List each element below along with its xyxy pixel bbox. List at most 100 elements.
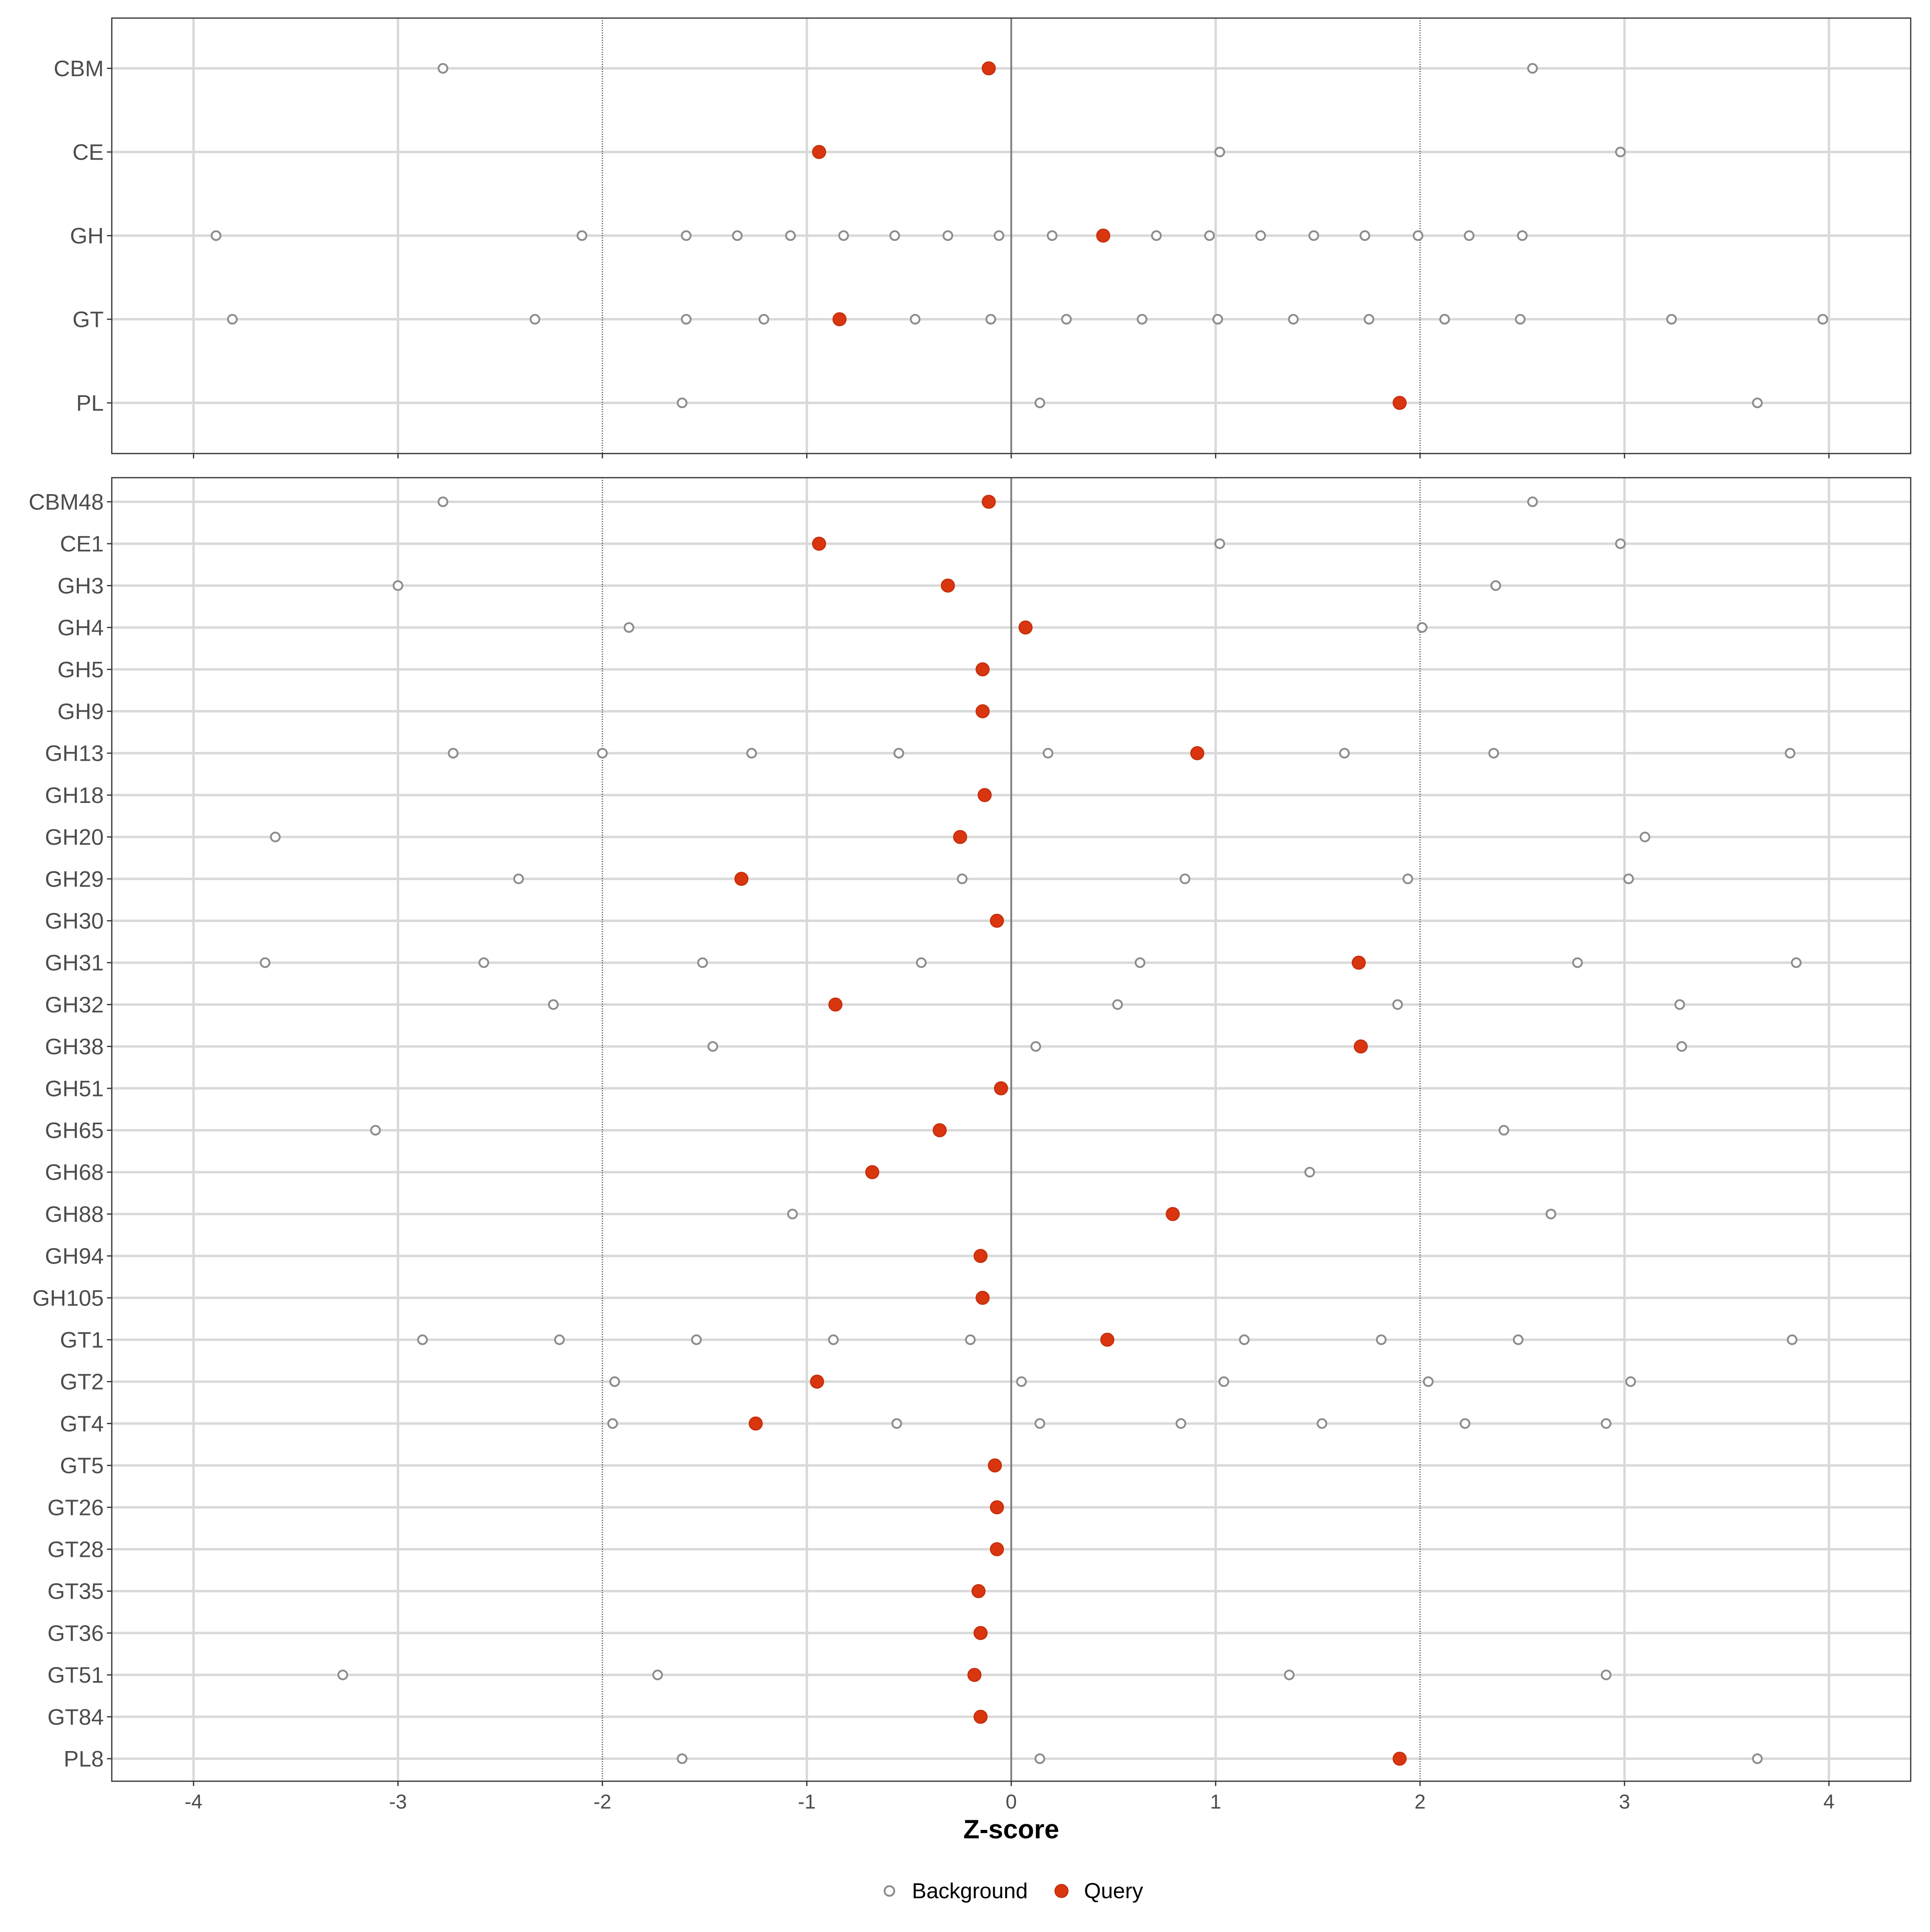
ytick-label-GT26: GT26 bbox=[47, 1495, 104, 1520]
background-point-CBM-0 bbox=[437, 63, 448, 74]
query-point-GH3 bbox=[940, 578, 955, 593]
query-point-CBM bbox=[981, 61, 996, 76]
background-point-GH31-5 bbox=[1572, 957, 1583, 968]
ytick-label-GT36: GT36 bbox=[47, 1620, 104, 1646]
xtick-label--2: -2 bbox=[593, 1790, 611, 1813]
background-point-GT51-0 bbox=[337, 1669, 348, 1680]
ytick-label-GH: GH bbox=[70, 223, 104, 248]
query-point-GH31 bbox=[1351, 955, 1366, 970]
query-point-CE bbox=[812, 145, 826, 159]
query-point-GH38 bbox=[1353, 1039, 1368, 1054]
background-point-GH-14 bbox=[1359, 230, 1370, 241]
background-point-GT1-8 bbox=[1786, 1334, 1798, 1345]
xtick-label-0: 0 bbox=[1006, 1790, 1017, 1813]
ytick-label-GT1: GT1 bbox=[60, 1327, 104, 1353]
background-point-GH4-1 bbox=[1417, 622, 1428, 633]
query-point-GH13 bbox=[1190, 746, 1205, 760]
xtick-label-2: 2 bbox=[1415, 1790, 1426, 1813]
query-point-GH bbox=[1096, 228, 1111, 243]
background-point-GH-17 bbox=[1517, 230, 1528, 241]
background-point-GT51-3 bbox=[1601, 1669, 1612, 1680]
background-point-GH38-1 bbox=[1030, 1041, 1041, 1052]
background-point-GH-2 bbox=[681, 230, 692, 241]
query-point-GH105 bbox=[975, 1291, 990, 1305]
x-axis-title: Z-score bbox=[963, 1814, 1059, 1844]
background-point-GT1-5 bbox=[1239, 1334, 1250, 1345]
background-point-GH29-0 bbox=[513, 873, 524, 885]
query-point-GH29 bbox=[734, 872, 749, 886]
background-point-GH3-0 bbox=[392, 580, 404, 591]
query-point-GT1 bbox=[1100, 1332, 1115, 1347]
background-point-GH-4 bbox=[785, 230, 796, 241]
ytick-label-GH13: GH13 bbox=[45, 741, 104, 766]
query-point-GT4 bbox=[748, 1416, 763, 1431]
background-point-GH13-6 bbox=[1488, 747, 1499, 759]
background-point-GT4-5 bbox=[1460, 1418, 1470, 1429]
background-point-GT-6 bbox=[1061, 314, 1072, 325]
query-point-GT84 bbox=[973, 1710, 988, 1724]
query-point-GT35 bbox=[971, 1584, 986, 1598]
background-point-GH13-1 bbox=[597, 747, 608, 759]
background-point-GT-13 bbox=[1666, 314, 1677, 325]
ytick-label-GT84: GT84 bbox=[47, 1704, 104, 1729]
query-point-GT bbox=[832, 312, 847, 326]
family-panel: CBM48 CE1 GH3 GH4 GH5 GH9 GH13 GH18 GH20 GH29 GH30… bbox=[29, 477, 1912, 1813]
background-point-GH32-0 bbox=[548, 999, 559, 1010]
background-point-GH-11 bbox=[1204, 230, 1215, 241]
background-point-CBM48-1 bbox=[1527, 496, 1538, 507]
background-point-PL-0 bbox=[677, 397, 688, 409]
ytick-label-GH94: GH94 bbox=[45, 1243, 104, 1269]
background-point-GH88-1 bbox=[1545, 1209, 1556, 1220]
background-point-GH31-0 bbox=[260, 957, 271, 968]
background-point-GT1-6 bbox=[1376, 1334, 1387, 1345]
background-point-GH-0 bbox=[211, 230, 222, 241]
background-point-GT-4 bbox=[910, 314, 921, 325]
background-point-CE-0 bbox=[1214, 146, 1225, 158]
background-point-GT1-7 bbox=[1513, 1334, 1524, 1345]
ytick-label-GH9: GH9 bbox=[57, 699, 104, 724]
background-point-GT4-6 bbox=[1601, 1418, 1612, 1429]
background-point-GT2-0 bbox=[609, 1376, 620, 1387]
ytick-label-GT2: GT2 bbox=[60, 1369, 104, 1394]
background-point-PL8-1 bbox=[1034, 1753, 1045, 1764]
xtick-label--4: -4 bbox=[185, 1790, 202, 1813]
ytick-label-GH29: GH29 bbox=[45, 866, 104, 891]
background-point-GT1-1 bbox=[554, 1334, 565, 1345]
background-point-GH-7 bbox=[942, 230, 953, 241]
background-point-GH29-2 bbox=[1179, 873, 1191, 885]
background-point-GT1-2 bbox=[691, 1334, 702, 1345]
background-point-GH4-0 bbox=[624, 622, 634, 633]
background-point-GH-5 bbox=[838, 230, 849, 241]
background-point-GH-6 bbox=[889, 230, 900, 241]
background-point-GT1-4 bbox=[965, 1334, 976, 1345]
background-point-GH29-1 bbox=[957, 873, 968, 885]
ytick-label-GH68: GH68 bbox=[45, 1160, 104, 1185]
query-point-GT26 bbox=[990, 1500, 1004, 1515]
ytick-label-GH5: GH5 bbox=[57, 657, 104, 682]
query-point-GH20 bbox=[953, 830, 967, 844]
background-point-GT2-2 bbox=[1218, 1376, 1229, 1387]
ytick-label-GH38: GH38 bbox=[45, 1034, 104, 1059]
background-point-GH31-3 bbox=[916, 957, 927, 968]
background-point-GT51-1 bbox=[652, 1669, 663, 1680]
background-point-CE1-1 bbox=[1615, 538, 1626, 549]
legend-query-marker bbox=[1054, 1884, 1069, 1898]
background-point-GH-8 bbox=[994, 230, 1004, 241]
background-point-GT-14 bbox=[1817, 314, 1828, 325]
background-point-GH3-1 bbox=[1490, 580, 1501, 591]
background-point-CE-1 bbox=[1615, 146, 1626, 158]
background-point-GT-0 bbox=[227, 314, 238, 325]
legend: Background Query bbox=[883, 1879, 1143, 1903]
class-panel: CBM CE GH GT PL bbox=[54, 17, 1912, 458]
ytick-label-GH4: GH4 bbox=[57, 615, 104, 640]
query-point-GT36 bbox=[973, 1626, 988, 1640]
background-point-GH20-1 bbox=[1639, 832, 1651, 842]
ytick-label-GH18: GH18 bbox=[45, 782, 104, 808]
background-point-GT-3 bbox=[758, 314, 770, 325]
background-point-GT4-4 bbox=[1316, 1418, 1328, 1429]
ytick-label-GH30: GH30 bbox=[45, 908, 104, 934]
query-point-GH5 bbox=[975, 662, 990, 677]
ytick-label-GH105: GH105 bbox=[33, 1285, 104, 1310]
ytick-label-CBM48: CBM48 bbox=[29, 489, 104, 515]
ytick-label-PL: PL bbox=[76, 390, 104, 416]
